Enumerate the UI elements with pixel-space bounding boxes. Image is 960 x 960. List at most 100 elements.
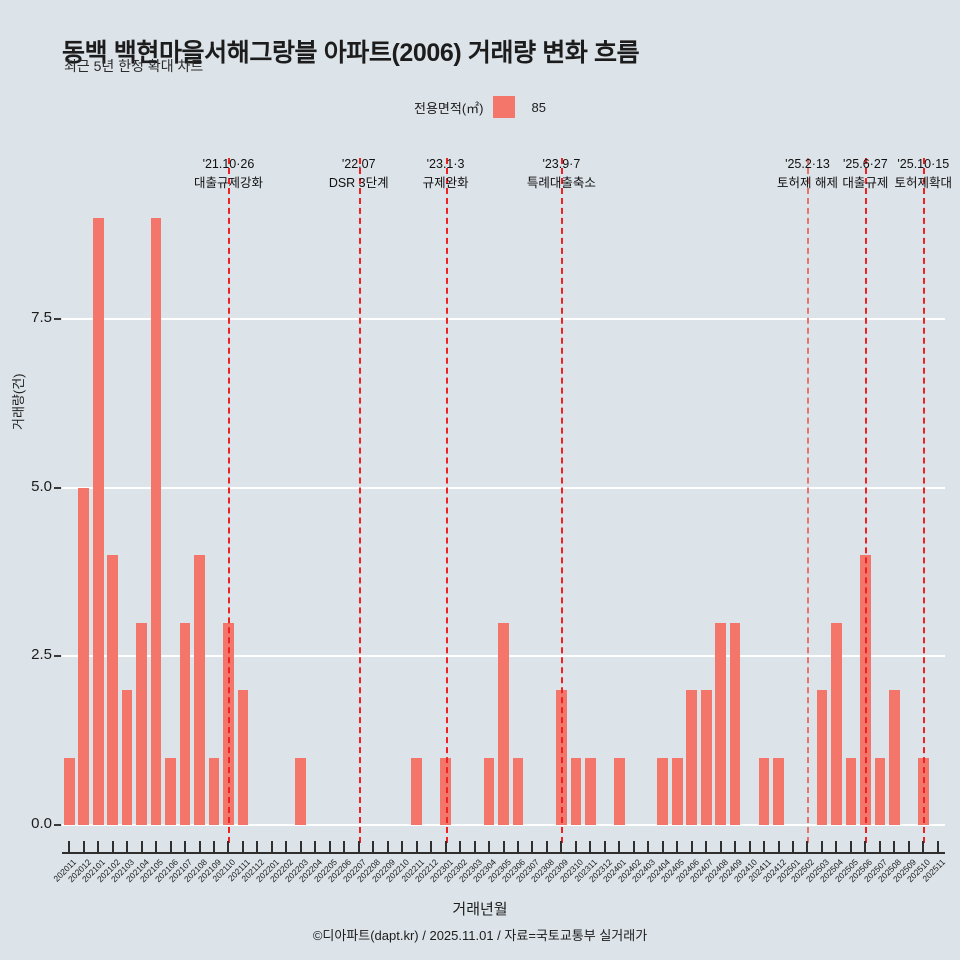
bar[interactable]	[179, 622, 191, 825]
bar[interactable]	[816, 690, 828, 825]
event-date: '22.07	[341, 157, 376, 171]
x-tick-mark	[849, 841, 852, 852]
x-tick-mark	[763, 841, 766, 852]
x-tick-mark	[328, 841, 331, 852]
x-tick-mark	[372, 841, 375, 852]
x-tick-mark	[285, 841, 288, 852]
bar[interactable]	[700, 690, 712, 825]
event-annotation: '23.1·3 규제완화	[376, 155, 516, 194]
bar[interactable]	[860, 555, 871, 825]
x-tick-mark	[314, 841, 317, 852]
x-tick-mark	[97, 841, 100, 852]
event-date: '25.6·27	[842, 157, 888, 171]
bar[interactable]	[165, 757, 176, 825]
x-tick-mark	[734, 841, 737, 852]
bar[interactable]	[556, 690, 567, 825]
legend-swatch-85[interactable]	[492, 96, 515, 118]
x-tick-mark	[430, 841, 433, 852]
bar[interactable]	[107, 555, 118, 825]
bar[interactable]	[512, 757, 524, 825]
x-tick-mark	[502, 841, 505, 852]
x-tick-mark	[82, 841, 85, 852]
bar[interactable]	[874, 757, 886, 825]
event-date: '23.1·3	[426, 157, 465, 171]
bar[interactable]	[671, 757, 683, 825]
event-label: 토허제 해제	[776, 176, 838, 191]
bar[interactable]	[63, 757, 75, 825]
legend: 전용면적(㎡) 85	[0, 96, 960, 118]
x-tick-mark	[560, 841, 563, 852]
x-tick-mark	[574, 841, 577, 852]
bar[interactable]	[715, 622, 726, 825]
bar[interactable]	[773, 757, 784, 825]
y-tick-mark	[54, 655, 61, 658]
x-tick-mark	[126, 841, 129, 852]
x-tick-mark	[111, 841, 114, 852]
plot-area: 0.0 2.5 5.0 7.5	[31, 188, 945, 832]
bar[interactable]	[194, 555, 205, 825]
event-annotation: '22.07 DSR 3단계	[289, 155, 429, 194]
bar[interactable]	[237, 690, 249, 825]
event-line	[228, 158, 231, 843]
bar[interactable]	[136, 622, 147, 825]
bar[interactable]	[78, 487, 90, 825]
bar[interactable]	[613, 757, 625, 825]
x-tick-mark	[459, 841, 462, 852]
gridline	[62, 824, 945, 826]
event-label: 토허제확대	[894, 176, 953, 191]
page-title: 동백 백현마을서해그랑블 아파트(2006) 거래량 변화 흐름	[62, 38, 640, 67]
bar[interactable]	[92, 218, 104, 825]
bar[interactable]	[729, 622, 741, 825]
bar[interactable]	[150, 218, 162, 825]
bar[interactable]	[498, 622, 509, 825]
bar[interactable]	[686, 690, 698, 825]
x-tick-mark	[140, 841, 143, 852]
bar[interactable]	[208, 757, 220, 825]
bar[interactable]	[295, 757, 307, 825]
page-subtitle: 최근 5년 한정 확대 차트	[64, 58, 204, 74]
event-annotation: '25.10·15 토허제확대	[853, 155, 960, 194]
bar[interactable]	[121, 690, 133, 825]
x-tick-mark	[820, 841, 823, 852]
x-tick-mark	[155, 841, 158, 852]
legend-title: 전용면적(㎡)	[414, 100, 484, 116]
bar[interactable]	[845, 757, 857, 825]
x-tick-mark	[922, 841, 925, 852]
x-tick-mark	[632, 841, 635, 852]
x-tick-mark	[357, 841, 360, 852]
x-tick-mark	[748, 841, 751, 852]
event-label: 특례대출축소	[526, 176, 596, 191]
x-axis-line	[62, 852, 945, 854]
x-tick-mark	[516, 841, 519, 852]
bar[interactable]	[440, 757, 451, 825]
event-annotation: '25.2·13 토허제 해제	[737, 155, 877, 194]
bar[interactable]	[831, 622, 842, 825]
y-tick-label: 2.5	[31, 646, 52, 664]
footer-credit: ©디아파트(dapt.kr) / 2025.11.01 / 자료=국토교통부 실…	[312, 928, 648, 943]
x-tick-mark	[270, 841, 273, 852]
bar[interactable]	[888, 690, 900, 825]
x-tick-mark	[256, 841, 259, 852]
event-label: DSR 3단계	[328, 176, 389, 191]
x-tick-mark	[936, 841, 939, 852]
x-tick-mark	[589, 841, 592, 852]
bar[interactable]	[758, 757, 770, 825]
x-tick-mark	[806, 841, 809, 852]
bar[interactable]	[917, 757, 929, 825]
bar[interactable]	[657, 757, 669, 825]
event-line	[445, 158, 448, 843]
y-tick-label: 5.0	[31, 477, 52, 495]
event-label: 규제완화	[422, 176, 469, 191]
x-tick-mark	[907, 841, 910, 852]
bar[interactable]	[483, 757, 495, 825]
x-tick-mark	[676, 841, 679, 852]
x-tick-mark	[603, 841, 606, 852]
bar[interactable]	[570, 757, 582, 825]
y-tick-mark	[54, 824, 61, 826]
y-tick-label: 7.5	[31, 309, 52, 327]
bar[interactable]	[411, 757, 422, 825]
event-line	[358, 158, 361, 843]
x-tick-mark	[444, 841, 447, 852]
event-date: '25.10·15	[897, 157, 950, 171]
bar[interactable]	[584, 757, 596, 825]
